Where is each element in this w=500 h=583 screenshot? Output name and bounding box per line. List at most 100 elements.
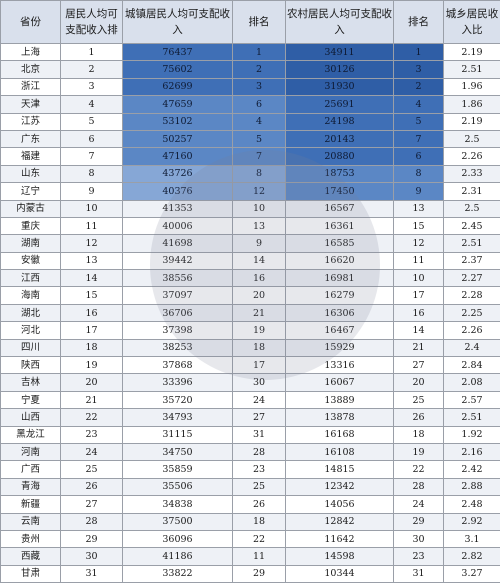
cell-province: 云南 bbox=[1, 513, 61, 530]
cell-urban-income: 62699 bbox=[123, 78, 233, 95]
cell-rural-income: 10344 bbox=[286, 565, 394, 582]
cell-ratio: 1.92 bbox=[444, 426, 500, 443]
cell-urban-rank: 26 bbox=[233, 496, 286, 513]
cell-urban-rank: 3 bbox=[233, 78, 286, 95]
cell-urban-income: 33396 bbox=[123, 374, 233, 391]
cell-rural-rank: 12 bbox=[394, 235, 444, 252]
cell-rural-income: 16306 bbox=[286, 304, 394, 321]
cell-rural-income: 13889 bbox=[286, 391, 394, 408]
cell-urban-income: 75602 bbox=[123, 61, 233, 78]
cell-urban-rank: 5 bbox=[233, 130, 286, 147]
cell-ratio: 2.82 bbox=[444, 548, 500, 565]
cell-ratio: 3.27 bbox=[444, 565, 500, 582]
cell-urban-income: 37097 bbox=[123, 287, 233, 304]
cell-rural-rank: 25 bbox=[394, 391, 444, 408]
cell-rural-income: 12342 bbox=[286, 478, 394, 495]
cell-urban-rank: 20 bbox=[233, 287, 286, 304]
cell-urban-income: 41353 bbox=[123, 200, 233, 217]
cell-rural-rank: 13 bbox=[394, 200, 444, 217]
cell-per-capita-rank: 6 bbox=[61, 130, 123, 147]
cell-per-capita-rank: 5 bbox=[61, 113, 123, 130]
cell-rural-rank: 23 bbox=[394, 548, 444, 565]
cell-per-capita-rank: 3 bbox=[61, 78, 123, 95]
cell-urban-income: 40376 bbox=[123, 183, 233, 200]
cell-per-capita-rank: 11 bbox=[61, 217, 123, 234]
header-row: 省份 居民人均可支配收入排 城镇居民人均可支配收入 排名 农村居民人均可支配收入… bbox=[1, 1, 500, 44]
cell-rural-income: 16067 bbox=[286, 374, 394, 391]
cell-urban-income: 76437 bbox=[123, 44, 233, 61]
cell-urban-income: 40006 bbox=[123, 217, 233, 234]
cell-ratio: 2.19 bbox=[444, 113, 500, 130]
cell-rural-income: 25691 bbox=[286, 96, 394, 113]
cell-ratio: 2.26 bbox=[444, 148, 500, 165]
cell-ratio: 2.57 bbox=[444, 391, 500, 408]
header-urban-income: 城镇居民人均可支配收入 bbox=[123, 1, 233, 44]
cell-urban-rank: 19 bbox=[233, 322, 286, 339]
cell-rural-income: 15929 bbox=[286, 339, 394, 356]
cell-urban-income: 37500 bbox=[123, 513, 233, 530]
cell-rural-income: 14815 bbox=[286, 461, 394, 478]
cell-ratio: 2.33 bbox=[444, 165, 500, 182]
cell-rural-rank: 24 bbox=[394, 496, 444, 513]
cell-urban-rank: 22 bbox=[233, 530, 286, 547]
cell-province: 上海 bbox=[1, 44, 61, 61]
header-ratio: 城乡居民收入比 bbox=[444, 1, 500, 44]
cell-per-capita-rank: 9 bbox=[61, 183, 123, 200]
cell-rural-income: 13878 bbox=[286, 409, 394, 426]
cell-per-capita-rank: 1 bbox=[61, 44, 123, 61]
cell-rural-rank: 3 bbox=[394, 61, 444, 78]
cell-per-capita-rank: 19 bbox=[61, 357, 123, 374]
cell-province: 河北 bbox=[1, 322, 61, 339]
cell-province: 四川 bbox=[1, 339, 61, 356]
cell-rural-income: 20880 bbox=[286, 148, 394, 165]
cell-rural-rank: 16 bbox=[394, 304, 444, 321]
cell-province: 湖南 bbox=[1, 235, 61, 252]
cell-rural-rank: 15 bbox=[394, 217, 444, 234]
cell-rural-income: 17450 bbox=[286, 183, 394, 200]
cell-per-capita-rank: 13 bbox=[61, 252, 123, 269]
cell-urban-rank: 6 bbox=[233, 96, 286, 113]
cell-province: 陕西 bbox=[1, 357, 61, 374]
cell-rural-rank: 10 bbox=[394, 270, 444, 287]
cell-ratio: 2.37 bbox=[444, 252, 500, 269]
cell-province: 安徽 bbox=[1, 252, 61, 269]
income-table-container: 省份 居民人均可支配收入排 城镇居民人均可支配收入 排名 农村居民人均可支配收入… bbox=[0, 0, 500, 549]
header-rural-income: 农村居民人均可支配收入 bbox=[286, 1, 394, 44]
cell-province: 湖北 bbox=[1, 304, 61, 321]
cell-province: 西藏 bbox=[1, 548, 61, 565]
cell-per-capita-rank: 14 bbox=[61, 270, 123, 287]
cell-urban-income: 37398 bbox=[123, 322, 233, 339]
cell-urban-income: 38556 bbox=[123, 270, 233, 287]
cell-urban-rank: 12 bbox=[233, 183, 286, 200]
cell-per-capita-rank: 30 bbox=[61, 548, 123, 565]
header-per-capita-rank: 居民人均可支配收入排 bbox=[61, 1, 123, 44]
cell-rural-income: 16279 bbox=[286, 287, 394, 304]
header-urban-rank: 排名 bbox=[233, 1, 286, 44]
cell-urban-rank: 27 bbox=[233, 409, 286, 426]
cell-province: 浙江 bbox=[1, 78, 61, 95]
cell-rural-rank: 7 bbox=[394, 130, 444, 147]
cell-province: 广东 bbox=[1, 130, 61, 147]
cell-rural-rank: 21 bbox=[394, 339, 444, 356]
cell-rural-rank: 14 bbox=[394, 322, 444, 339]
cell-urban-income: 47659 bbox=[123, 96, 233, 113]
cell-rural-rank: 26 bbox=[394, 409, 444, 426]
cell-urban-income: 35506 bbox=[123, 478, 233, 495]
cell-rural-rank: 22 bbox=[394, 461, 444, 478]
cell-urban-income: 33822 bbox=[123, 565, 233, 582]
